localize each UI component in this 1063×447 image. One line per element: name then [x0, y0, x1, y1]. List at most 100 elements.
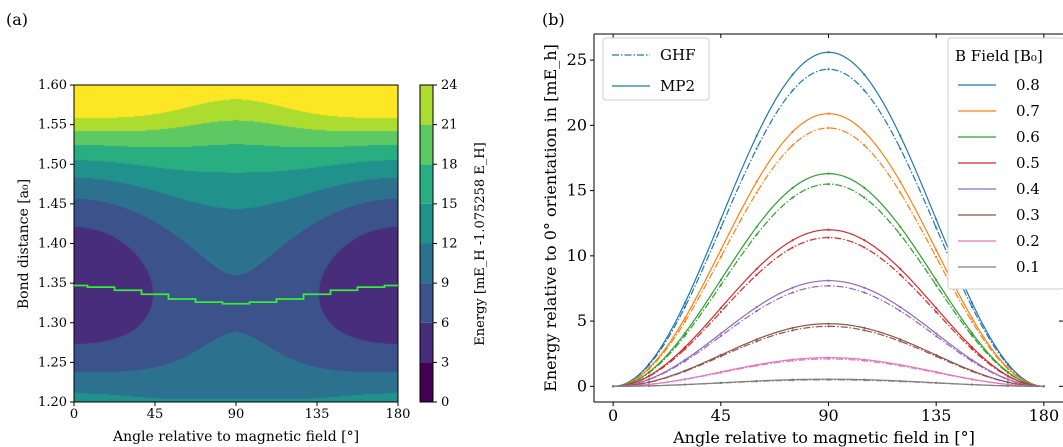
minimum-energy-path-line	[74, 284, 398, 305]
mp2-point-0.6	[863, 186, 866, 189]
mp2-point-0.1	[970, 383, 974, 386]
x-tick-label: 135	[305, 407, 330, 422]
mp2-point-0.7	[863, 130, 866, 133]
mp2-point-0.8	[827, 51, 830, 54]
ghf-point-0.8	[935, 226, 938, 229]
colorbar-segment	[420, 124, 433, 165]
x-tick-label-b: 180	[1029, 406, 1060, 425]
x-tick-label-b: 0	[608, 406, 618, 425]
mp2-point-0.5	[863, 239, 866, 242]
y-axis-label: Bond distance [a₀]	[16, 179, 32, 309]
mp2-point-0.7	[970, 317, 974, 320]
mp2-point-0.1	[863, 378, 866, 381]
ghf-point-0.5	[970, 348, 974, 351]
mp2-point-0.4	[899, 305, 902, 309]
ghf-point-0.7	[970, 320, 974, 323]
mp2-point-0.6	[935, 278, 938, 282]
x-axis-label-b: Angle relative to magnetic field in [°]	[672, 428, 975, 447]
y-tick-label: 1.20	[38, 395, 67, 410]
b-field-legend-items: 0.8 0.7 0.6 0.5 0.4 0.3 0.2 0.1	[958, 76, 1040, 276]
ghf-point-0.5	[683, 348, 687, 351]
mp2-point-0.8	[899, 134, 902, 137]
mp2-point-0.5	[719, 306, 722, 310]
x-axis-ticks: 0 45 90 135 180	[70, 402, 410, 422]
mp2-point-0.1	[683, 383, 687, 386]
mp2-point-0.3	[791, 326, 794, 329]
mp2-point-0.2	[970, 378, 974, 381]
ghf-point-0.7	[935, 256, 938, 259]
ghf-point-0.5	[899, 273, 902, 276]
mp2-point-0.4	[683, 358, 687, 362]
ghf-point-0.6	[970, 334, 974, 337]
mp2-point-0.4	[863, 286, 866, 289]
mp2-point-0.3	[827, 322, 830, 325]
mp2-point-0.2	[863, 358, 866, 361]
mp2-point-0.8	[791, 73, 794, 76]
mp2-point-0.4	[755, 305, 758, 309]
ghf-legend-label: GHF	[660, 46, 695, 64]
ghf-point-0.3	[827, 325, 830, 328]
mp2-point-0.8	[647, 362, 651, 366]
mp2-point-0.8	[683, 301, 687, 304]
ghf-point-0.8	[683, 305, 687, 309]
ghf-point-0.4	[755, 309, 758, 313]
legend-label-0.1: 0.1	[1016, 258, 1040, 276]
mp2-point-0.2	[935, 370, 938, 374]
mp2-point-0.2	[683, 378, 687, 381]
ghf-point-0.6	[755, 233, 758, 236]
y-tick-label-b: 25	[567, 50, 587, 69]
mp2-point-0.7	[899, 180, 902, 183]
ghf-point-0.4	[791, 291, 794, 294]
mp2-point-0.1	[1006, 384, 1010, 387]
b-field-legend-box	[947, 37, 1063, 290]
mp2-point-0.7	[791, 130, 794, 133]
ghf-point-0.5	[863, 246, 866, 249]
mp2-point-0.1	[791, 378, 794, 381]
y-tick-label-b: 20	[567, 115, 587, 134]
ghf-point-0.4	[863, 291, 866, 294]
mp2-point-0.3	[755, 338, 758, 341]
method-legend-box	[602, 37, 710, 101]
b-field-legend: B Field [B₀] 0.8 0.7 0.6 0.5 0.4 0.3 0.2 0.1	[947, 37, 1063, 290]
ghf-series-line-0.2	[613, 358, 1044, 387]
colorbar-segment	[420, 362, 433, 402]
mp2-point-0.7	[1006, 366, 1010, 370]
ghf-point-0.4	[899, 309, 902, 313]
legend-label-0.6: 0.6	[1016, 128, 1040, 146]
colorbar-segment	[420, 283, 433, 323]
b-field-legend-title: B Field [B₀]	[955, 47, 1043, 65]
x-tick-label-b: 135	[921, 406, 952, 425]
mp2-legend-label: MP2	[660, 77, 695, 95]
mp2-point-0.6	[970, 332, 974, 335]
mp2-point-0.1	[612, 385, 615, 388]
y-tick-label: 1.30	[38, 316, 67, 331]
y-tick-label: 1.45	[38, 197, 67, 212]
mp2-point-0.6	[827, 172, 830, 175]
panel-a-contour-chart: (a) 0 45 90 135 180 1.201.251.301.351.401.45…	[6, 10, 488, 445]
colorbar-tick-label: 6	[441, 316, 449, 331]
ghf-point-0.7	[863, 144, 866, 147]
method-legend: GHF MP2	[602, 37, 710, 101]
contour-plot-area	[73, 84, 399, 403]
mp2-point-0.3	[970, 369, 974, 372]
mp2-point-0.8	[863, 73, 866, 76]
ghf-point-0.3	[791, 329, 794, 332]
mp2-point-0.4	[970, 358, 974, 362]
mp2-point-0.6	[791, 186, 794, 189]
ghf-series-line-0.4	[613, 285, 1044, 387]
colorbar-segment	[420, 243, 433, 284]
mp2-point-0.6	[647, 370, 651, 374]
mp2-point-0.2	[899, 363, 902, 366]
legend-label-0.5: 0.5	[1016, 154, 1040, 172]
colorbar-tick-label: 24	[441, 78, 458, 93]
mp2-point-0.8	[1006, 362, 1010, 366]
ghf-point-0.7	[683, 320, 687, 323]
legend-label-0.3: 0.3	[1016, 206, 1040, 224]
mp2-point-0.8	[935, 218, 938, 221]
mp2-point-0.1	[827, 378, 830, 381]
y-tick-label-b: 5	[577, 311, 587, 330]
mp2-point-0.8	[719, 218, 722, 221]
ghf-point-0.8	[719, 226, 722, 229]
mp2-point-0.7	[719, 248, 722, 252]
ghf-point-0.6	[827, 182, 830, 186]
